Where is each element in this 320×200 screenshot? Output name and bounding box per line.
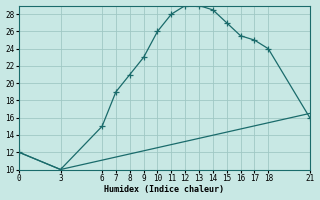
X-axis label: Humidex (Indice chaleur): Humidex (Indice chaleur) [104,185,224,194]
